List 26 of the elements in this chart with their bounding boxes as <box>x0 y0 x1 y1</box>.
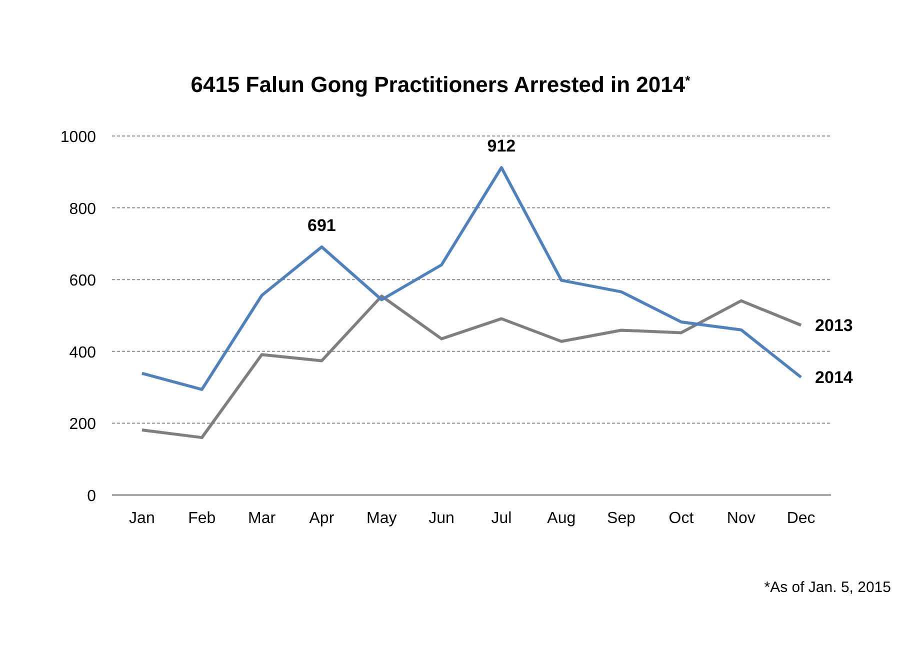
x-tick-label: Sep <box>607 510 636 527</box>
line-series <box>140 294 803 440</box>
x-tick-label: Dec <box>786 510 816 527</box>
y-tick-label: 800 <box>69 200 96 218</box>
y-tick-label: 400 <box>69 344 96 362</box>
y-tick-label: 0 <box>87 488 96 505</box>
x-tick-label: Jul <box>491 510 512 527</box>
x-tick-label: May <box>366 510 397 527</box>
series-label: 2014 <box>815 368 854 388</box>
y-tick-label: 600 <box>69 272 96 290</box>
x-tick-label: Aug <box>547 510 576 527</box>
data-label: 912 <box>487 136 516 156</box>
x-tick-label: Mar <box>248 510 276 527</box>
y-tick-label: 200 <box>69 416 96 434</box>
chart-title: 6415 Falun Gong Practitioners Arrested in 2014$^{*}$ <box>190 72 692 97</box>
x-tick-label: Apr <box>309 510 335 527</box>
x-tick-label: Jan <box>129 510 155 527</box>
text: *As of Jan. 5, 2015 <box>764 579 891 596</box>
series-label: 2013 <box>815 316 853 336</box>
x-tick-label: Feb <box>188 510 216 527</box>
y-tick-label: 1000 <box>60 129 96 146</box>
x-tick-label: Jun <box>428 510 454 527</box>
x-tick-label: Oct <box>668 510 694 527</box>
line-series <box>140 166 803 391</box>
data-label: 691 <box>308 216 336 235</box>
x-tick-label: Nov <box>726 510 756 527</box>
